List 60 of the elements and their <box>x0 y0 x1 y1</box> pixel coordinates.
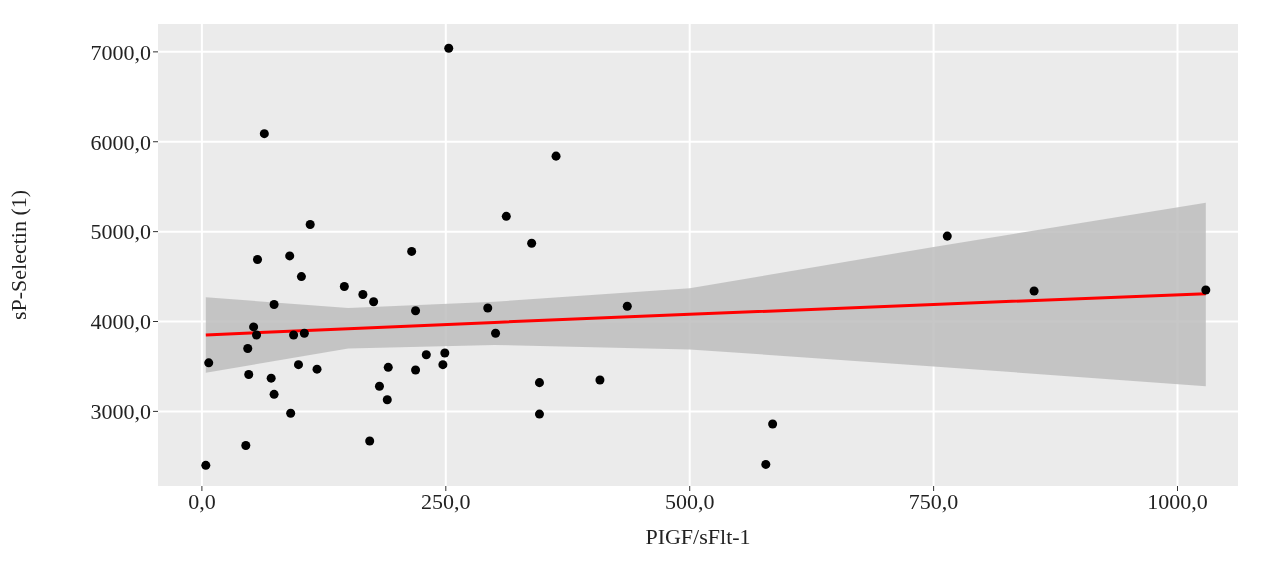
x-tick-label: 1000,0 <box>1147 488 1208 514</box>
point <box>411 306 421 316</box>
y-tick-label: 5000,0 <box>90 219 151 245</box>
point <box>249 322 259 332</box>
x-tick-label: 250,0 <box>421 488 471 514</box>
point <box>527 238 537 248</box>
point <box>305 219 315 229</box>
point <box>259 129 269 139</box>
point <box>942 231 952 241</box>
point <box>622 301 632 311</box>
point <box>382 395 392 405</box>
point <box>383 362 393 372</box>
point <box>1201 285 1211 295</box>
point <box>289 330 299 340</box>
y-axis-title: sP-Selectin (1) <box>5 189 31 321</box>
point <box>440 348 450 358</box>
point <box>444 43 454 53</box>
point <box>266 373 276 383</box>
point <box>438 360 448 370</box>
point <box>299 328 309 338</box>
point <box>243 343 253 353</box>
point <box>312 364 322 374</box>
x-tick-label: 0,0 <box>188 488 216 514</box>
x-axis-title: PIGF/sFlt-1 <box>645 524 751 549</box>
point <box>358 290 368 300</box>
point <box>204 358 214 368</box>
point <box>339 281 349 291</box>
point <box>241 441 251 451</box>
point <box>253 254 263 264</box>
point <box>768 419 778 429</box>
y-tick-label: 7000,0 <box>90 39 151 65</box>
y-tick-label: 4000,0 <box>90 309 151 335</box>
point <box>269 299 279 309</box>
point <box>293 360 303 370</box>
point <box>761 459 771 469</box>
point <box>595 375 605 385</box>
point <box>1029 286 1039 296</box>
y-tick-label: 6000,0 <box>90 129 151 155</box>
point <box>296 272 306 282</box>
point <box>407 246 417 256</box>
point <box>491 328 501 338</box>
point <box>421 350 431 360</box>
x-tick-label: 750,0 <box>908 488 959 514</box>
point <box>285 251 295 261</box>
point <box>269 389 279 399</box>
point <box>374 381 384 391</box>
point <box>244 370 254 380</box>
point <box>501 211 511 221</box>
point <box>365 436 375 446</box>
point <box>286 408 296 418</box>
point <box>551 151 561 161</box>
y-tick-label: 3000,0 <box>90 399 151 425</box>
point <box>252 330 262 340</box>
point <box>534 378 544 388</box>
point <box>369 297 379 307</box>
point <box>483 303 493 313</box>
point <box>534 409 544 419</box>
x-tick-label: 500,0 <box>664 488 715 514</box>
point <box>201 460 211 470</box>
point <box>411 365 421 375</box>
